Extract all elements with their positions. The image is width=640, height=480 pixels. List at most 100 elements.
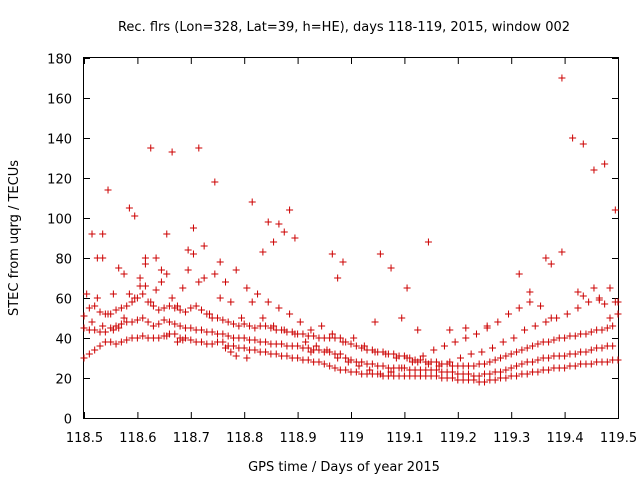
data-point — [227, 348, 235, 356]
data-point — [601, 160, 609, 168]
data-point — [115, 264, 123, 272]
data-point — [505, 310, 513, 318]
data-point — [211, 270, 219, 278]
data-point — [141, 260, 149, 268]
data-point — [240, 334, 248, 342]
data-point — [507, 350, 515, 358]
data-point — [181, 308, 189, 316]
data-point — [561, 334, 569, 342]
data-point — [123, 302, 131, 310]
data-point — [155, 334, 163, 342]
x-axis-label: GPS time / Days of year 2015 — [248, 460, 440, 475]
data-point — [163, 332, 171, 340]
data-point — [80, 324, 88, 332]
data-point — [481, 378, 488, 386]
data-point — [112, 306, 120, 314]
data-point — [286, 310, 294, 318]
data-point — [123, 336, 131, 344]
data-point — [224, 332, 232, 340]
data-point — [587, 360, 595, 368]
x-tick-label: 118.9 — [279, 431, 316, 446]
x-tick-label: 119.5 — [600, 431, 637, 446]
data-point — [448, 374, 456, 382]
data-point — [601, 300, 609, 308]
data-point — [558, 248, 566, 256]
data-point — [243, 284, 251, 292]
data-point — [502, 352, 510, 360]
data-point — [99, 254, 107, 262]
data-point — [603, 358, 611, 366]
data-point — [571, 350, 579, 358]
data-point — [104, 310, 112, 318]
data-point — [224, 318, 232, 326]
data-point — [561, 364, 569, 372]
data-point — [561, 352, 569, 360]
x-tick-label: 118.5 — [66, 431, 103, 446]
data-point — [109, 290, 117, 298]
data-point — [590, 284, 598, 292]
data-point — [529, 342, 537, 350]
data-point — [432, 372, 440, 380]
data-point — [491, 376, 499, 384]
data-point — [547, 314, 555, 322]
data-point — [435, 362, 443, 370]
data-point — [133, 316, 141, 324]
data-point — [80, 354, 88, 362]
data-point — [280, 326, 288, 334]
data-point — [200, 242, 208, 250]
data-point — [99, 230, 107, 238]
data-point — [232, 352, 240, 360]
data-point — [197, 338, 205, 346]
data-point — [574, 288, 582, 296]
data-point — [320, 360, 328, 368]
data-point — [291, 234, 299, 242]
data-point — [189, 224, 197, 232]
y-tick-label: 80 — [55, 253, 72, 268]
data-point — [547, 260, 555, 268]
data-point — [176, 306, 184, 314]
data-point — [598, 344, 606, 352]
data-point — [339, 338, 347, 346]
data-point — [152, 286, 160, 294]
data-point — [88, 230, 96, 238]
data-point — [200, 274, 208, 282]
data-point — [352, 368, 360, 376]
data-point — [283, 352, 291, 360]
data-point — [590, 166, 598, 174]
data-point — [523, 370, 531, 378]
data-point — [91, 302, 99, 310]
data-point — [379, 362, 387, 370]
data-point — [344, 358, 352, 366]
data-point — [499, 338, 507, 346]
data-point — [259, 248, 267, 256]
chart-title: Rec. flrs (Lon=328, Lat=39, h=HE), days … — [118, 20, 570, 35]
data-point — [109, 326, 117, 334]
data-point — [160, 316, 168, 324]
data-point — [403, 284, 411, 292]
data-point — [587, 328, 595, 336]
data-point — [456, 354, 464, 362]
data-point — [355, 362, 363, 370]
data-point — [272, 350, 280, 358]
data-point — [515, 270, 523, 278]
data-point — [179, 336, 187, 344]
data-point — [545, 338, 553, 346]
data-point — [187, 336, 195, 344]
data-point — [294, 354, 302, 362]
data-point — [216, 258, 224, 266]
data-point — [80, 312, 88, 320]
data-point — [376, 250, 384, 258]
data-point — [262, 322, 270, 330]
data-point — [523, 344, 531, 352]
data-point — [275, 220, 283, 228]
data-point — [571, 362, 579, 370]
data-point — [462, 324, 470, 332]
data-point — [574, 304, 582, 312]
data-point — [558, 74, 566, 82]
data-point — [526, 298, 534, 306]
data-point — [448, 368, 456, 376]
data-point — [603, 324, 611, 332]
data-point — [149, 302, 157, 310]
data-point — [184, 266, 192, 274]
data-point — [424, 238, 432, 246]
